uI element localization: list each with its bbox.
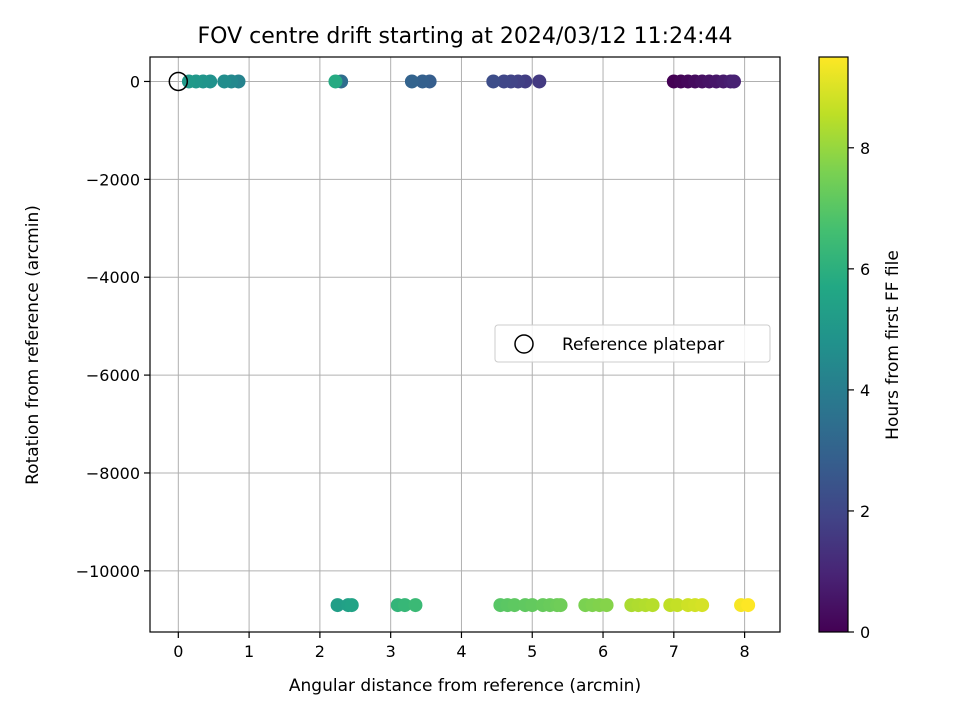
x-tick-label: 3	[386, 642, 396, 661]
x-tick-label: 2	[315, 642, 325, 661]
data-points	[181, 74, 756, 613]
y-axis-ticks: 0 −2000 −4000 −6000 −8000 −10000	[76, 72, 150, 581]
y-axis-label: Rotation from reference (arcmin)	[23, 205, 43, 485]
x-tick-label: 0	[173, 642, 183, 661]
data-point	[415, 74, 430, 89]
x-axis-ticks: 0 1 2 3 4 5 6 7 8	[173, 632, 750, 661]
y-tick-label: −10000	[76, 562, 140, 581]
y-tick-label: −2000	[86, 170, 140, 189]
legend-entry-label: Reference platepar	[562, 335, 724, 355]
data-point	[507, 598, 522, 613]
colorbar-tick-label: 4	[860, 381, 870, 400]
x-axis-label: Angular distance from reference (arcmin)	[289, 676, 641, 696]
data-point	[181, 74, 196, 89]
legend-reference-marker	[514, 334, 534, 354]
data-point	[532, 74, 547, 89]
data-point	[553, 598, 568, 613]
data-point	[217, 74, 232, 89]
data-point	[670, 598, 685, 613]
x-tick-label: 8	[740, 642, 750, 661]
data-point	[496, 74, 511, 89]
colorbar-tick-label: 6	[860, 260, 870, 279]
colorbar-gradient	[818, 56, 849, 633]
colorbar-tick-label: 8	[860, 139, 870, 158]
plot-frame	[149, 56, 781, 633]
data-point	[726, 74, 741, 89]
data-point	[404, 74, 419, 89]
x-tick-label: 1	[244, 642, 254, 661]
data-point	[645, 598, 660, 613]
colorbar-tick-label: 2	[860, 502, 870, 521]
reference-platepar-marker	[168, 71, 189, 92]
y-tick-label: 0	[130, 72, 140, 91]
legend: Reference platepar	[494, 324, 771, 363]
data-point	[599, 598, 614, 613]
x-tick-label: 5	[527, 642, 537, 661]
chart-title: FOV centre drift starting at 2024/03/12 …	[198, 24, 733, 49]
y-tick-label: −4000	[86, 268, 140, 287]
data-point	[486, 74, 501, 89]
y-tick-label: −6000	[86, 366, 140, 385]
y-tick-label: −8000	[86, 464, 140, 483]
data-point	[741, 598, 756, 613]
colorbar-tick-label: 0	[860, 623, 870, 642]
colorbar-label: Hours from first FF file	[883, 250, 903, 440]
x-tick-label: 6	[598, 642, 608, 661]
data-point	[525, 598, 540, 613]
x-tick-label: 7	[669, 642, 679, 661]
data-point	[695, 598, 710, 613]
legend-box	[494, 324, 771, 363]
colorbar-ticks: 0 2 4 6 8	[848, 139, 870, 642]
data-point	[328, 74, 343, 89]
x-tick-label: 4	[456, 642, 466, 661]
data-point	[330, 598, 345, 613]
data-point	[397, 598, 412, 613]
colorbar: 0 2 4 6 8 Hours from first FF file	[818, 56, 903, 642]
data-point	[344, 598, 359, 613]
data-point	[408, 598, 423, 613]
